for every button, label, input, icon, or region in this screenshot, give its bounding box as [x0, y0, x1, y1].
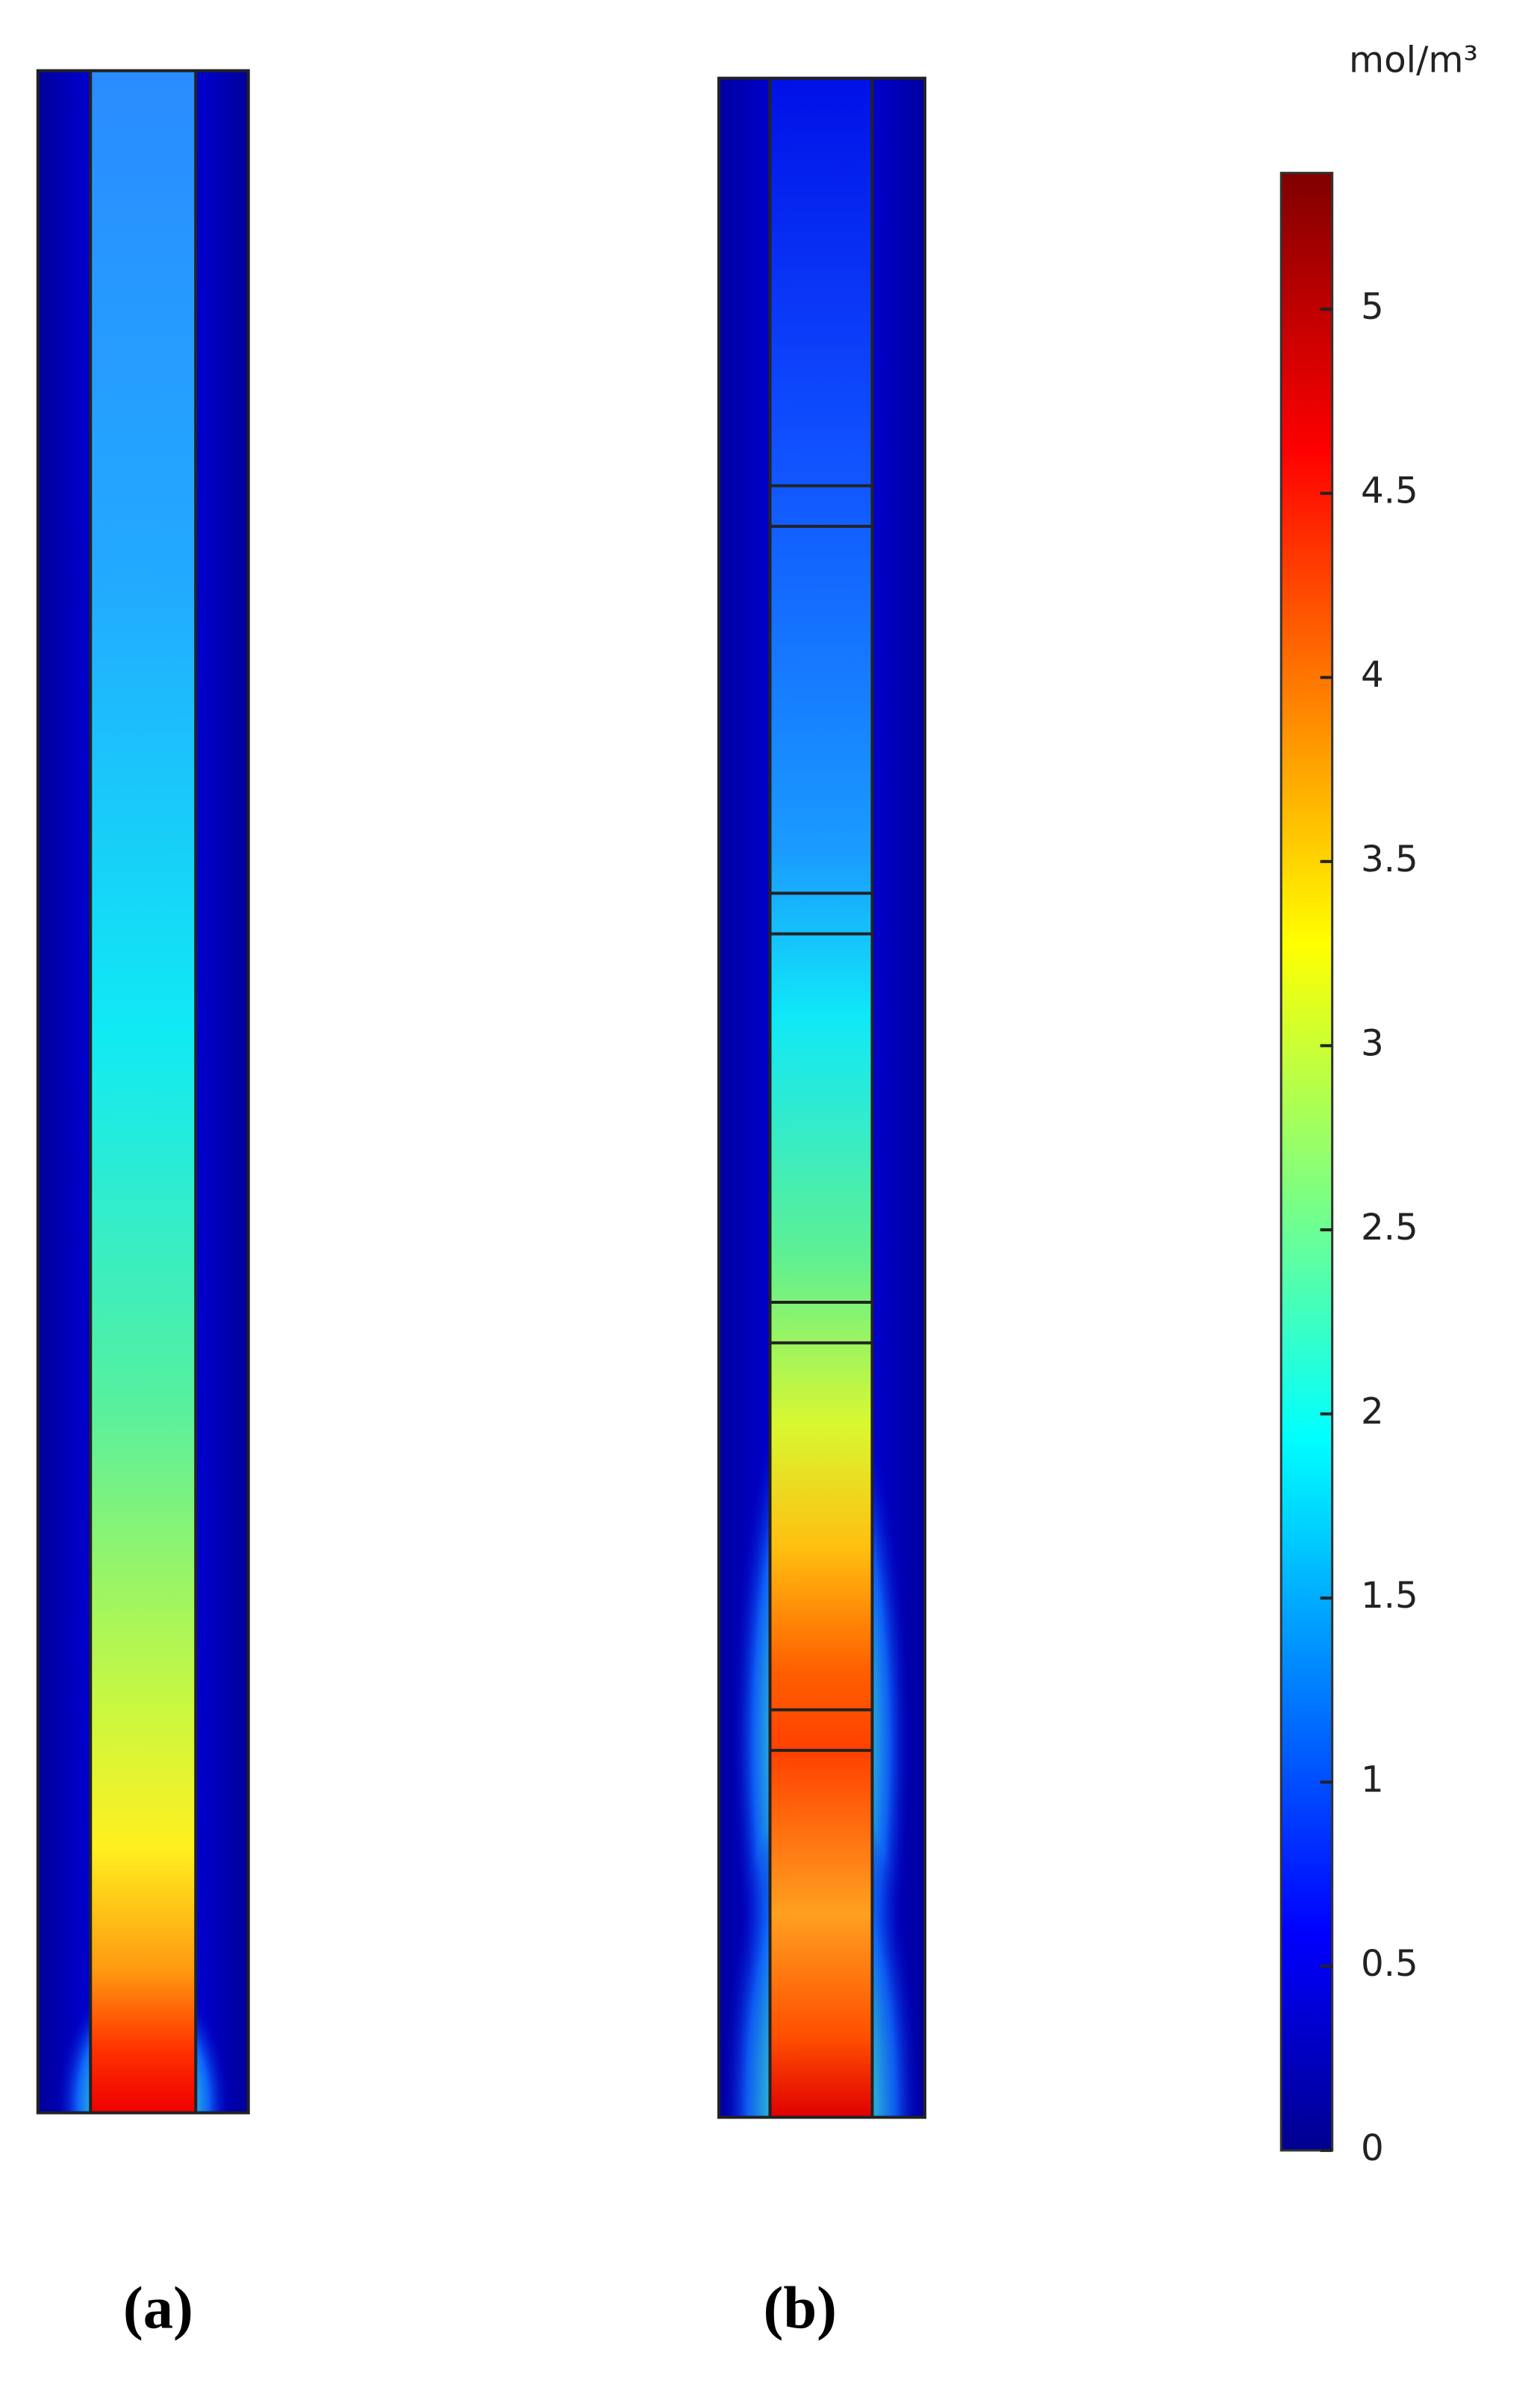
- colorbar-unit: mol/m³: [1349, 40, 1478, 81]
- panel-b-border: [717, 76, 926, 2119]
- panel-b: [719, 78, 925, 2118]
- panel-label: (b): [764, 2274, 837, 2341]
- tick-label: 0.5: [1361, 1943, 1418, 1985]
- colorbar: [1279, 172, 1334, 2152]
- panel-label: (a): [123, 2274, 193, 2341]
- colorbar-ticks: 0 0.5 1 1.5 2 2.5 3 3.5 4 4.5 5: [1320, 286, 1418, 2169]
- tick-label: 2.5: [1361, 1207, 1418, 1249]
- tick-label: 1: [1361, 1759, 1384, 1801]
- tick-label: 4.5: [1361, 470, 1418, 512]
- panel-b-lines: [768, 78, 874, 2118]
- panel-a: [37, 70, 249, 2113]
- tick-label: 0: [1361, 2127, 1384, 2169]
- tick-label: 4: [1361, 654, 1384, 696]
- tick-label: 2: [1361, 1391, 1384, 1433]
- panel-a-border: [36, 69, 250, 2115]
- tick-label: 3.5: [1361, 839, 1418, 880]
- tick-label: 1.5: [1361, 1575, 1418, 1617]
- tick-label: 5: [1361, 286, 1384, 328]
- tick-label: 3: [1361, 1022, 1384, 1064]
